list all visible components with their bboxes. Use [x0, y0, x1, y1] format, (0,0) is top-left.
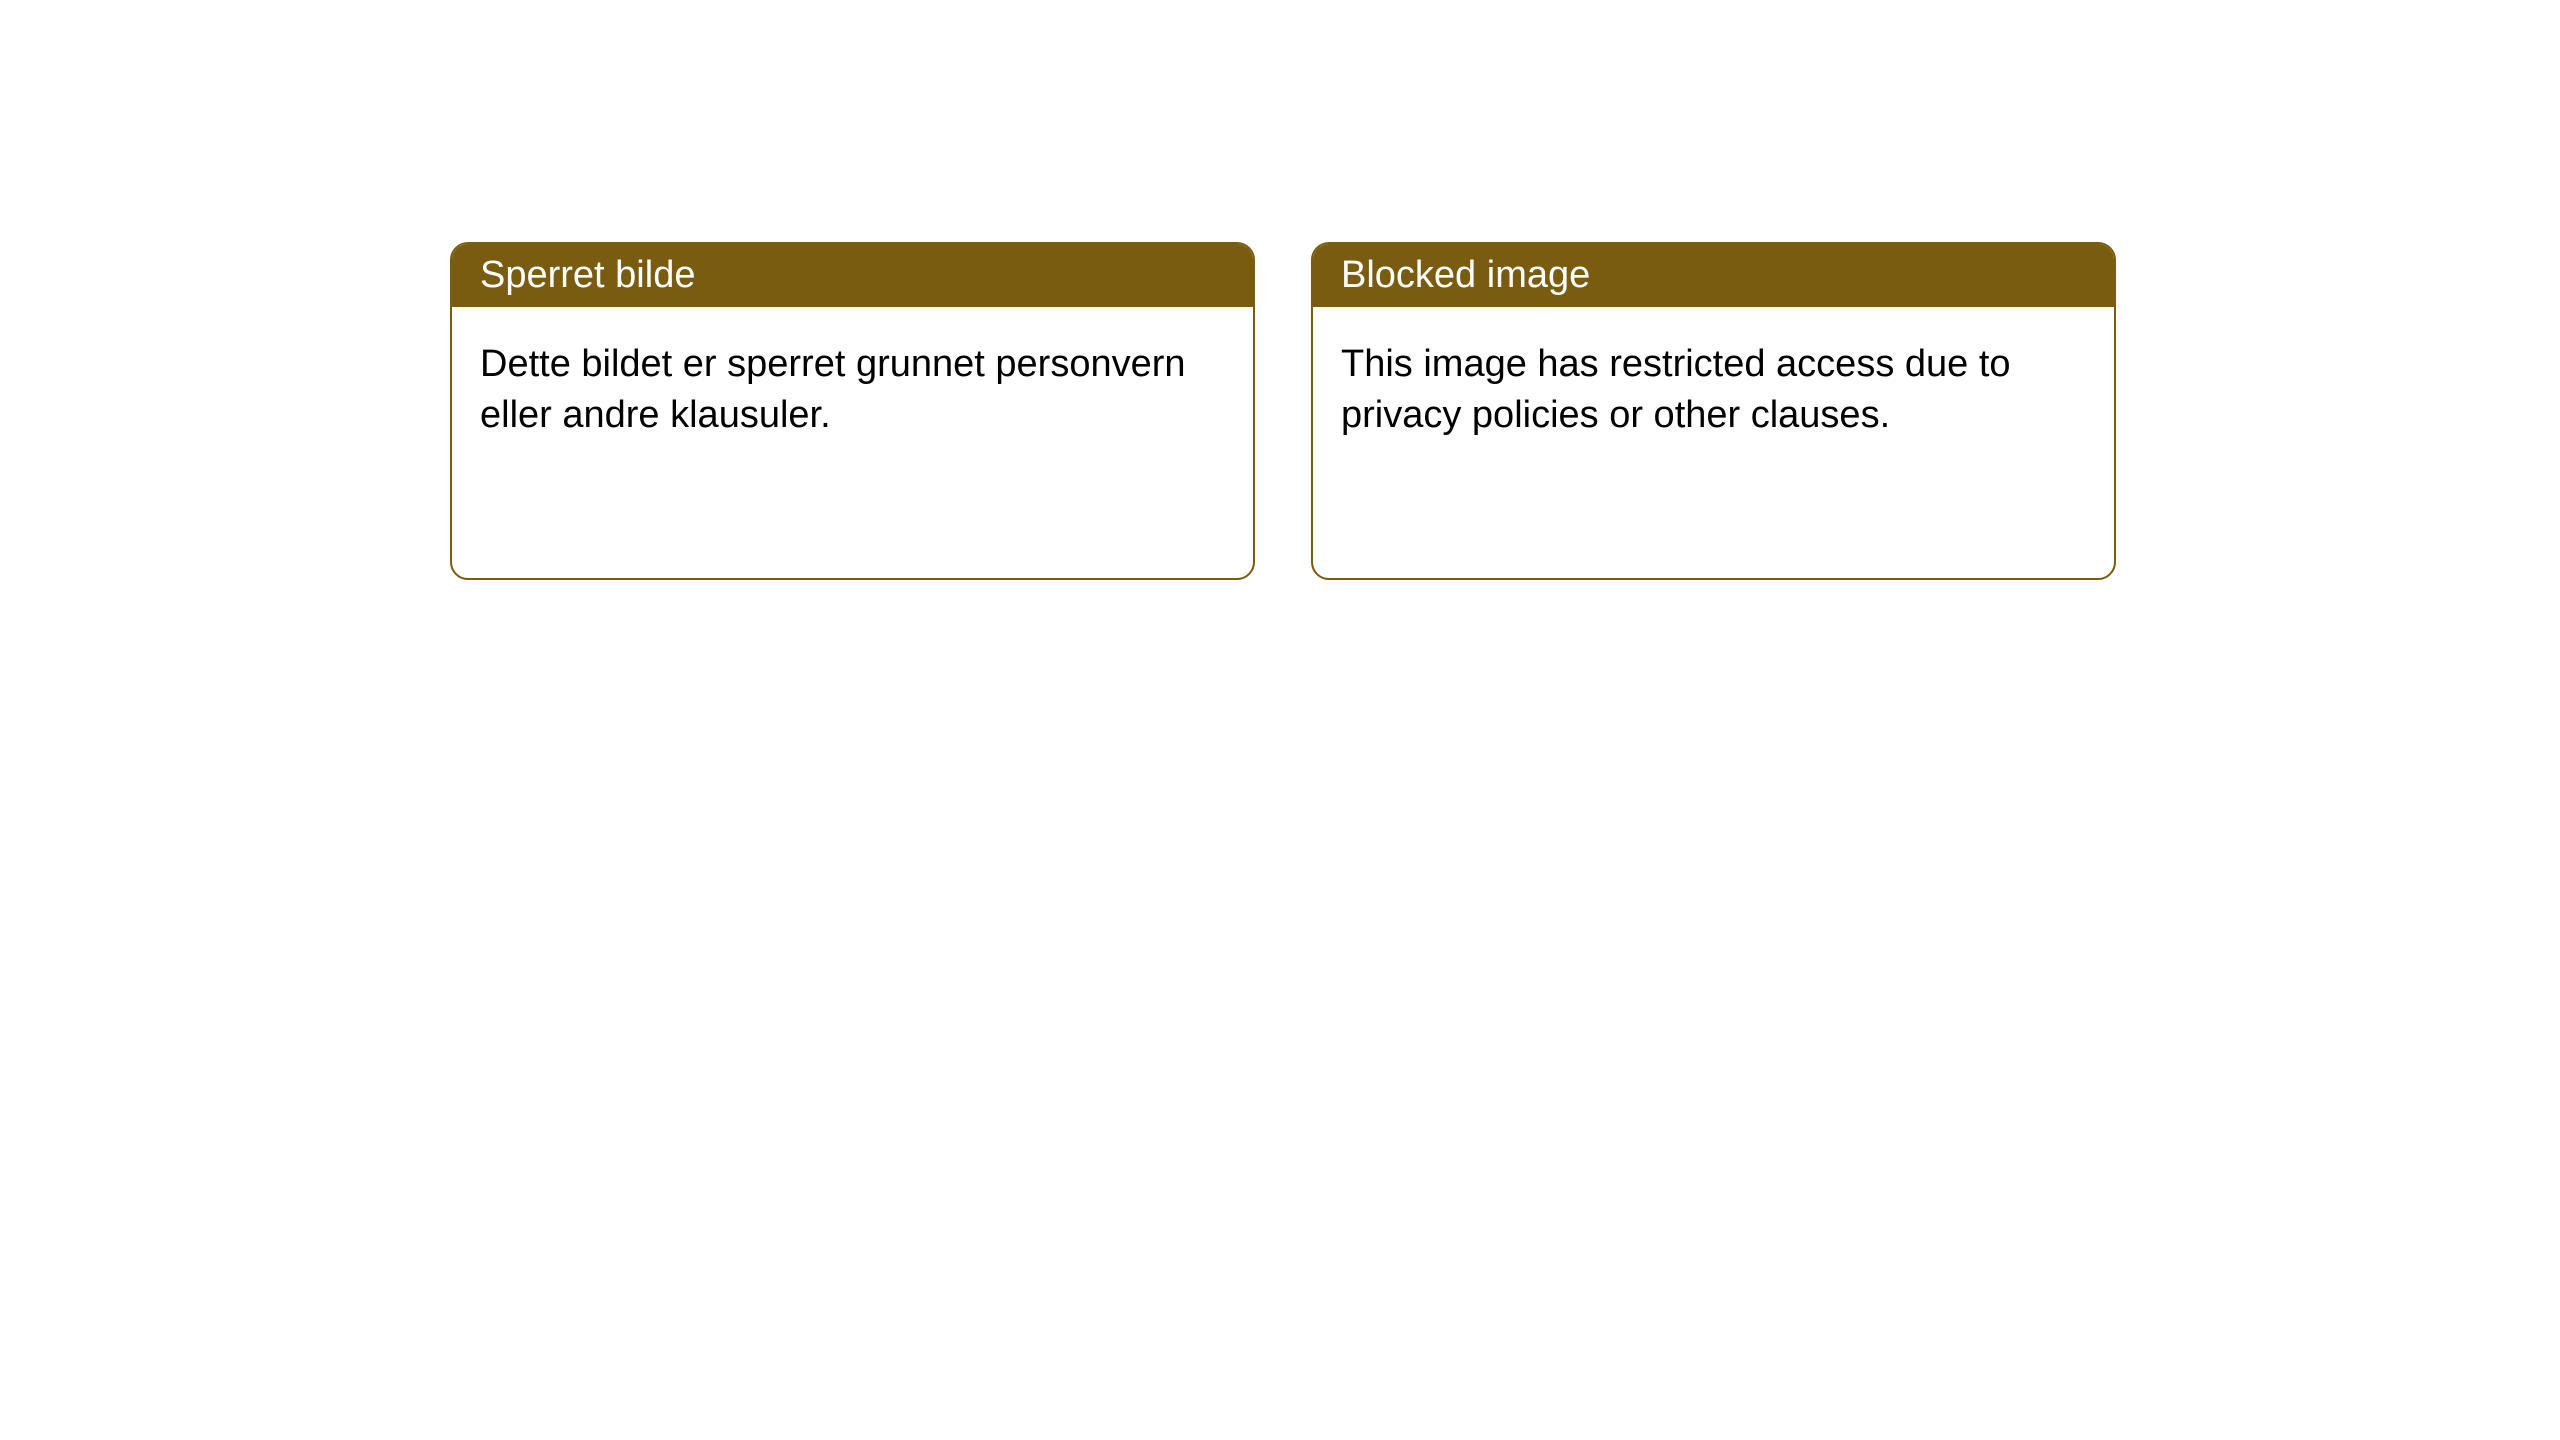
notice-header: Sperret bilde	[452, 244, 1253, 307]
notice-body-text: Dette bildet er sperret grunnet personve…	[480, 343, 1186, 436]
notice-body: Dette bildet er sperret grunnet personve…	[452, 307, 1253, 474]
notice-title: Blocked image	[1341, 254, 1590, 296]
notice-title: Sperret bilde	[480, 254, 695, 296]
notice-body: This image has restricted access due to …	[1313, 307, 2114, 474]
notice-header: Blocked image	[1313, 244, 2114, 307]
notice-body-text: This image has restricted access due to …	[1341, 343, 2011, 436]
notice-container: Sperret bilde Dette bildet er sperret gr…	[0, 0, 2560, 580]
notice-box-norwegian: Sperret bilde Dette bildet er sperret gr…	[450, 242, 1255, 580]
notice-box-english: Blocked image This image has restricted …	[1311, 242, 2116, 580]
